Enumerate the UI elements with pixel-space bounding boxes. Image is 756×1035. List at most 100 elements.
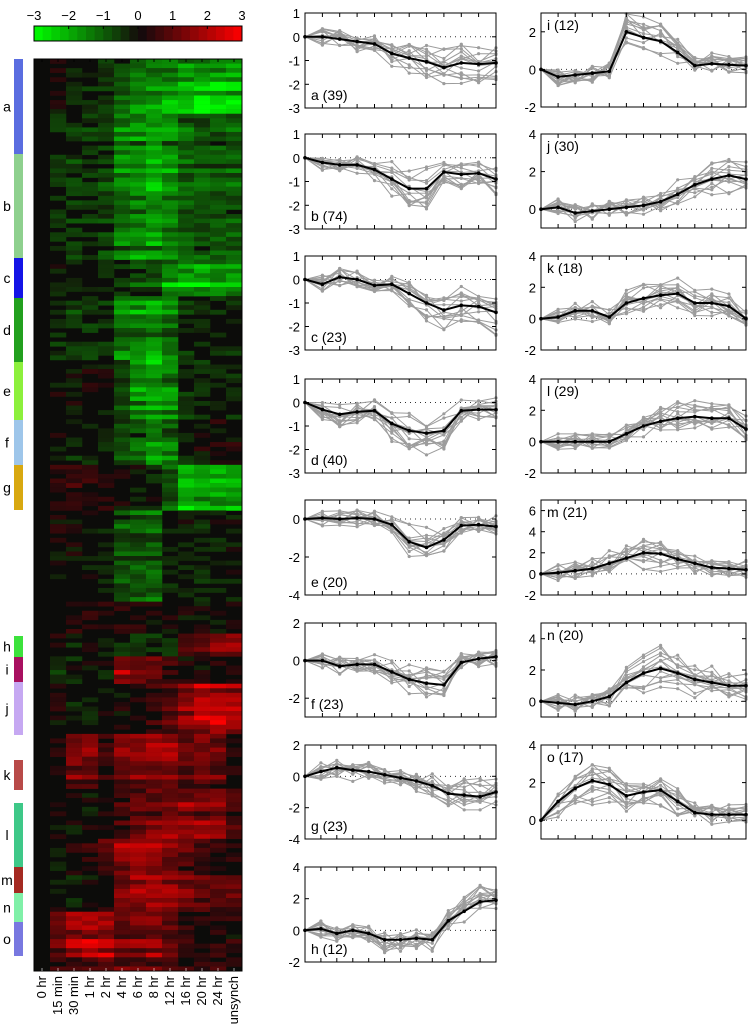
heatmap-cell bbox=[82, 733, 99, 739]
mean-profile-point bbox=[442, 428, 446, 433]
heatmap-cell bbox=[194, 861, 211, 867]
heatmap-cell bbox=[178, 879, 195, 885]
heatmap-cell bbox=[194, 884, 211, 890]
heatmap-cell bbox=[82, 309, 99, 315]
heatmap-cell bbox=[98, 104, 115, 110]
heatmap-cell bbox=[130, 733, 147, 739]
heatmap-cell bbox=[130, 893, 147, 899]
heatmap-cell bbox=[98, 847, 115, 853]
heatmap-cell bbox=[130, 396, 147, 402]
heatmap-cell bbox=[162, 638, 179, 643]
heatmap-cell bbox=[194, 743, 211, 748]
heatmap-cell bbox=[226, 829, 243, 835]
heatmap-cell bbox=[226, 296, 243, 301]
heatmap-cell bbox=[194, 510, 211, 516]
heatmap-cell bbox=[210, 843, 227, 849]
colorbar-cell bbox=[181, 26, 191, 41]
heatmap-cell bbox=[114, 328, 131, 333]
heatmap-cell bbox=[130, 332, 147, 338]
heatmap-cell bbox=[146, 428, 163, 434]
heatmap-cell bbox=[146, 401, 163, 406]
heatmap-cell bbox=[82, 478, 99, 484]
colorbar-cell bbox=[155, 26, 165, 41]
gene-profile-point bbox=[459, 415, 463, 419]
heatmap-cell bbox=[114, 802, 131, 808]
heatmap-cell bbox=[98, 478, 115, 484]
heatmap-cell bbox=[162, 318, 179, 324]
gene-profile-point bbox=[319, 761, 323, 765]
heatmap-cell bbox=[50, 104, 67, 110]
heatmap-cell bbox=[66, 847, 83, 853]
gene-profile-line bbox=[304, 402, 497, 447]
heatmap-cell bbox=[226, 378, 243, 384]
heatmap-cell bbox=[194, 460, 211, 466]
heatmap-cell bbox=[210, 277, 227, 283]
heatmap-cell bbox=[210, 291, 227, 297]
heatmap-cell bbox=[210, 200, 227, 206]
heatmap-cell bbox=[162, 651, 179, 657]
gene-profile-point bbox=[459, 516, 463, 520]
heatmap-cell bbox=[194, 122, 211, 128]
heatmap-cell bbox=[114, 952, 131, 958]
heatmap-cell bbox=[162, 670, 179, 675]
heatmap-cell bbox=[226, 318, 243, 324]
gene-profile-point bbox=[659, 283, 663, 287]
heatmap-cell bbox=[130, 227, 147, 233]
heatmap-cell bbox=[210, 510, 227, 516]
gene-profile-point bbox=[442, 56, 446, 61]
heatmap-cell bbox=[210, 948, 227, 954]
heatmap-cell bbox=[114, 747, 131, 753]
gene-profile-point bbox=[573, 563, 577, 567]
mean-profile-point bbox=[641, 203, 646, 208]
gene-profile-point bbox=[390, 194, 394, 198]
gene-profile-point bbox=[477, 69, 481, 73]
colorbar-cell bbox=[60, 26, 70, 41]
gene-profile-point bbox=[624, 20, 629, 24]
heatmap-cell bbox=[226, 182, 243, 187]
panel-label: e (20) bbox=[311, 574, 348, 590]
gene-profile-point bbox=[659, 34, 663, 38]
heatmap-cell bbox=[66, 323, 83, 329]
heatmap-cell bbox=[114, 888, 131, 894]
heatmap-cell bbox=[98, 505, 115, 511]
heatmap-cell bbox=[50, 925, 67, 931]
y-tick-label: -2 bbox=[288, 550, 300, 565]
heatmap-cell bbox=[194, 961, 211, 967]
heatmap-cell bbox=[130, 920, 147, 926]
gene-profile-point bbox=[414, 772, 418, 777]
heatmap-cell bbox=[130, 369, 147, 374]
heatmap-cell bbox=[146, 373, 163, 379]
heatmap-cell bbox=[50, 948, 67, 954]
gene-profile-point bbox=[390, 166, 394, 170]
heatmap-cell bbox=[50, 432, 67, 438]
heatmap-cell bbox=[162, 496, 179, 502]
gene-profile-point bbox=[442, 416, 446, 420]
heatmap-cell bbox=[50, 469, 67, 475]
gene-profile-point bbox=[624, 423, 629, 427]
heatmap-cell bbox=[226, 136, 243, 142]
heatmap-cell bbox=[66, 250, 83, 256]
gene-profile-point bbox=[727, 292, 731, 296]
heatmap-cell bbox=[146, 583, 163, 589]
heatmap-cell bbox=[162, 738, 179, 744]
heatmap-cell bbox=[66, 934, 83, 940]
heatmap-cell bbox=[146, 729, 163, 735]
heatmap-cell bbox=[162, 756, 179, 762]
heatmap-cell bbox=[114, 834, 131, 840]
heatmap-cell bbox=[82, 341, 99, 347]
heatmap-cell bbox=[226, 177, 243, 183]
gene-profile-point bbox=[693, 195, 697, 199]
heatmap-cell bbox=[82, 574, 99, 580]
heatmap-cell bbox=[162, 414, 179, 420]
gene-profile-point bbox=[477, 518, 481, 522]
heatmap-cell bbox=[162, 100, 179, 105]
heatmap-cell bbox=[194, 127, 211, 133]
heatmap-cell bbox=[114, 551, 131, 557]
y-tick-label: -3 bbox=[288, 466, 300, 481]
heatmap-cell bbox=[210, 929, 227, 935]
heatmap-cell bbox=[50, 825, 67, 830]
gene-profile-point bbox=[338, 419, 342, 424]
heatmap-cell bbox=[178, 81, 195, 87]
heatmap-cell bbox=[210, 131, 227, 137]
heatmap-cell bbox=[162, 245, 179, 251]
